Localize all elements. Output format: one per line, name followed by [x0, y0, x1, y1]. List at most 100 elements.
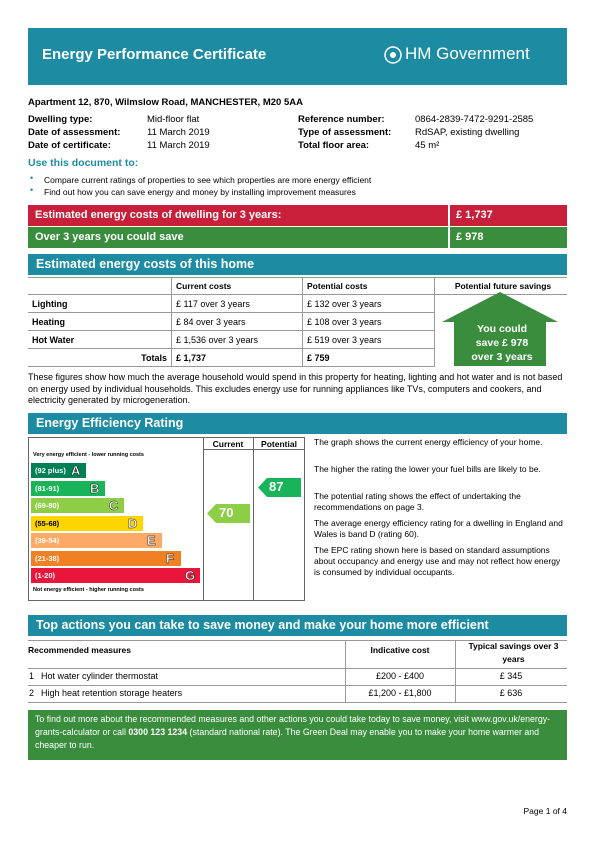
potential-cost: £ 132 over 3 years	[303, 295, 435, 313]
use-heading: Use this document to:	[28, 157, 139, 169]
detail-label: Total floor area:	[298, 140, 370, 151]
table-line	[28, 668, 567, 669]
detail-value: RdSAP, existing dwelling	[415, 127, 520, 138]
measure-name: High heat retention storage heaters	[41, 688, 183, 698]
rating-note: The higher the rating the lower your fue…	[314, 464, 541, 474]
bullet-text: Find out how you can save energy and mon…	[44, 187, 356, 197]
current-cost: £ 84 over 3 years	[172, 313, 303, 331]
section-heading: Estimated energy costs of this home	[28, 254, 567, 275]
row-label: Hot Water	[28, 331, 172, 349]
row-label: Totals	[28, 349, 172, 367]
detail-label: Date of certificate:	[28, 140, 111, 151]
footer-phone: 0300 123 1234	[128, 727, 188, 737]
rating-bottom: Not energy efficient - higher running co…	[33, 587, 144, 593]
page-number: Page 1 of 4	[523, 806, 567, 816]
savings-arrow	[442, 292, 558, 366]
header-bar	[28, 28, 567, 85]
measure-saving: £ 636	[499, 688, 523, 698]
summary-bar	[28, 205, 448, 226]
detail-value: Mid-floor flat	[147, 114, 200, 125]
band-letter: G	[185, 568, 196, 583]
band-letter: B	[90, 480, 100, 496]
current-arrow	[207, 504, 250, 523]
summary-value: £ 978	[456, 231, 484, 243]
measure-saving: £ 345	[499, 671, 523, 681]
band-bar	[31, 515, 143, 531]
crest	[384, 46, 402, 64]
band-letter: E	[147, 533, 156, 548]
rating-note: The average energy efficiency rating for…	[314, 518, 563, 539]
band-bar	[31, 498, 124, 513]
potential-cost: £ 108 over 3 years	[303, 313, 435, 331]
table-line	[455, 640, 456, 703]
detail-label: Type of assessment:	[298, 127, 392, 138]
band-bar	[31, 480, 105, 496]
band-letter: D	[128, 515, 138, 531]
detail-value: 11 March 2019	[147, 127, 210, 138]
savings-line: You could	[477, 323, 527, 335]
band-range: (1-20)	[35, 571, 56, 580]
potential-arrow	[258, 478, 301, 497]
footer-box: To find out more about the recommended m…	[28, 710, 567, 760]
rating-note: The EPC rating shown here is based on st…	[314, 545, 561, 577]
costs-note: These figures show how much the average …	[28, 372, 563, 405]
savings-line: save £ 978	[475, 337, 529, 349]
summary-label: Over 3 years you could save	[35, 231, 184, 243]
detail-label: Reference number:	[298, 114, 385, 125]
table-line	[28, 685, 567, 686]
band-letter: C	[109, 498, 119, 513]
band-letter: A	[71, 463, 81, 478]
band-range: (21-38)	[35, 553, 60, 563]
rating-column: Potential	[261, 439, 297, 449]
measure-name: Hot water cylinder thermostat	[41, 671, 159, 681]
rating-divider	[203, 437, 204, 601]
detail-label: Date of assessment:	[28, 127, 121, 138]
rating-divider	[203, 449, 305, 450]
band-bar	[31, 533, 162, 548]
band-range: (69-80)	[35, 501, 60, 510]
band-range: (81-91)	[35, 483, 60, 493]
rating-note: The potential rating shows the effect of…	[314, 491, 521, 512]
bullet: •	[30, 173, 34, 183]
band-range: (92 plus)	[35, 466, 66, 475]
summary-bar	[450, 205, 567, 226]
row-label: Heating	[28, 313, 172, 331]
summary-bar	[28, 227, 448, 248]
table-line	[345, 640, 346, 703]
bullet-text: Compare current ratings of properties to…	[44, 175, 372, 185]
rating-note: The graph shows the current energy effic…	[314, 437, 543, 447]
table-line	[28, 702, 567, 703]
table-line	[28, 640, 567, 641]
detail-label: Dwelling type:	[28, 114, 93, 125]
current-cost: £ 1,737	[172, 349, 303, 367]
potential-cost: £ 519 over 3 years	[303, 331, 435, 349]
band-bar	[31, 568, 200, 583]
column-header: Typical savings over 3 years	[468, 641, 559, 664]
savings-line: over 3 years	[471, 351, 533, 363]
logo-text: HM Government	[405, 44, 530, 63]
measure-cost: £200 - £400	[375, 671, 425, 681]
detail-value: 45 m²	[415, 140, 440, 151]
table-line	[28, 277, 567, 278]
summary-bar	[450, 227, 567, 248]
rating-top: Very energy efficient - lower running co…	[33, 452, 144, 458]
title: Energy Performance Certificate	[42, 46, 267, 63]
band-range: (39-54)	[35, 536, 60, 545]
potential-rating: 87	[269, 479, 284, 494]
current-cost: £ 117 over 3 years	[172, 295, 303, 313]
bullet: •	[30, 185, 34, 195]
current-rating: 70	[219, 505, 234, 520]
potential-cost: £ 759	[303, 349, 435, 367]
footer-text: (standard national rate). The Green Deal…	[35, 727, 540, 750]
measure-cost: £1,200 - £1,800	[368, 688, 432, 698]
band-bar	[31, 550, 181, 566]
address: Apartment 12, 870, Wilmslow Road, MANCHE…	[28, 97, 303, 108]
summary-label: Estimated energy costs of dwelling for 3…	[35, 209, 282, 221]
band-bar	[31, 463, 86, 478]
measure-number: 1	[29, 671, 35, 681]
footer-text: To find out more about the recommended m…	[35, 714, 551, 737]
column-header: Potential costs	[303, 277, 435, 295]
column-header: Indicative cost	[370, 645, 430, 655]
row-label: Lighting	[28, 295, 172, 313]
rating-frame	[28, 437, 305, 601]
